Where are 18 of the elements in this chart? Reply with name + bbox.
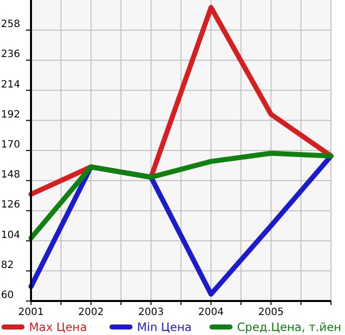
x-tick-label: 2003 xyxy=(138,307,164,318)
y-tick-label: 126 xyxy=(1,200,20,211)
y-tick-label: 148 xyxy=(1,170,20,181)
legend-label: Сред.Цена, т.йен xyxy=(237,320,342,334)
y-tick-label: 82 xyxy=(1,260,14,271)
y-tick-label: 236 xyxy=(1,49,20,60)
y-tick-label: 170 xyxy=(1,140,20,150)
y-tick-label: 258 xyxy=(1,19,20,30)
legend-label: Max Цена xyxy=(29,320,87,334)
x-tick-label: 2005 xyxy=(258,307,284,318)
x-tick-label: 2001 xyxy=(18,307,44,318)
y-tick-label: 104 xyxy=(1,230,20,241)
x-tick-label: 2002 xyxy=(78,307,104,318)
x-tick-label: 2004 xyxy=(198,307,224,318)
y-tick-label: 214 xyxy=(1,79,20,90)
y-tick-label: 192 xyxy=(1,109,20,120)
y-tick-label: 60 xyxy=(1,290,14,301)
legend-label: Min Цена xyxy=(137,320,192,334)
